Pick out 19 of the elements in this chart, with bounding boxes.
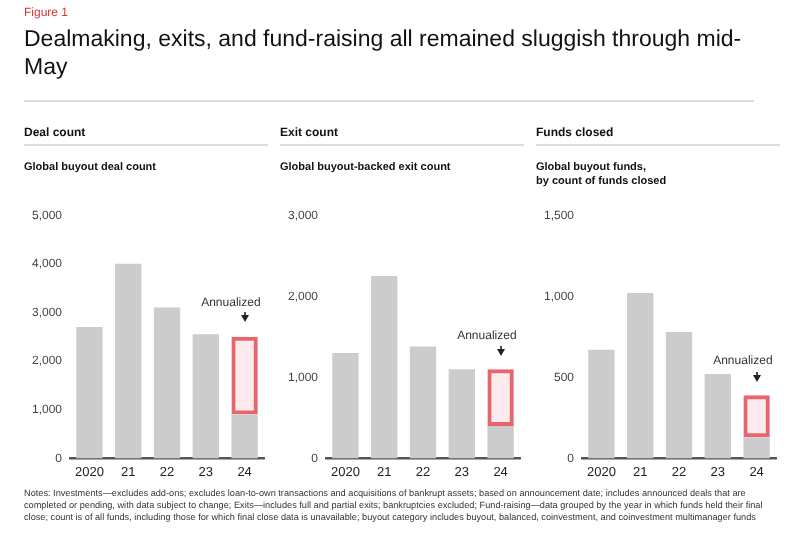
bar xyxy=(704,374,731,459)
bar xyxy=(487,369,514,426)
bar xyxy=(487,425,514,459)
bar xyxy=(332,353,359,459)
bar xyxy=(153,307,181,459)
bar xyxy=(627,293,654,459)
bar xyxy=(371,276,398,459)
bar xyxy=(743,395,770,438)
bar xyxy=(76,327,103,459)
bar xyxy=(231,414,258,459)
bar xyxy=(448,369,475,459)
bar xyxy=(409,346,437,459)
bar xyxy=(743,437,770,459)
text: Dealmaking, exits, and fund-raising all remained sluggish through mid-May xyxy=(24,26,744,82)
bar xyxy=(115,263,142,459)
bar xyxy=(665,331,693,459)
bar xyxy=(231,336,258,415)
bar xyxy=(192,334,219,459)
bar xyxy=(588,349,615,459)
